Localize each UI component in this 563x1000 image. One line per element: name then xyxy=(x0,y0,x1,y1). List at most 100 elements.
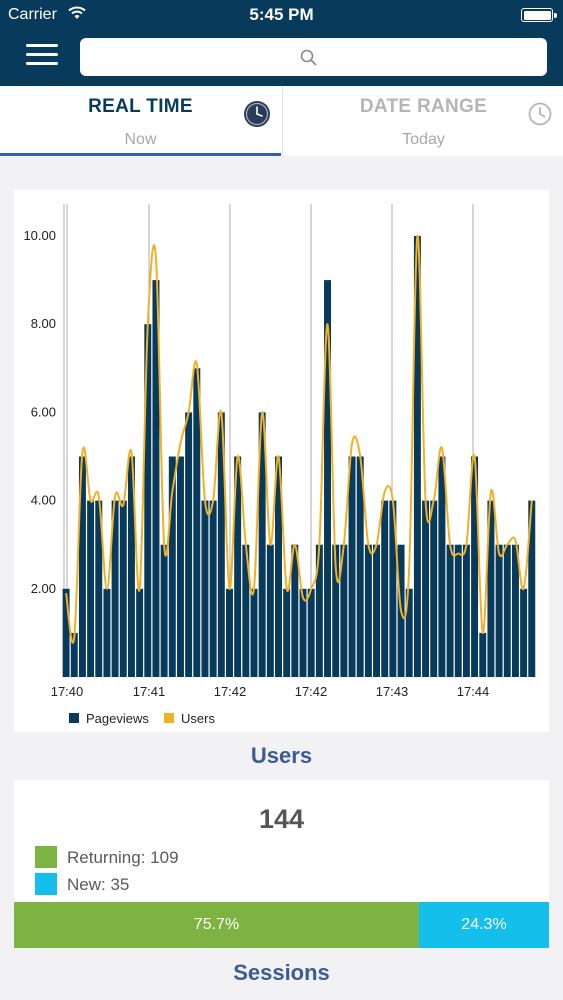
users-card: 144 Returning: 109 New: 35 75.7% 24.3% xyxy=(14,780,549,948)
tab-date-range-title: DATE RANGE xyxy=(359,96,488,117)
legend-users-label: Users xyxy=(181,711,215,726)
pageviews-bar xyxy=(511,544,519,677)
hamburger-icon[interactable] xyxy=(26,44,58,68)
y-tick-label: 4.00 xyxy=(31,493,56,508)
pageviews-bar xyxy=(405,588,413,677)
pageviews-bar xyxy=(111,500,119,677)
pageviews-bar xyxy=(103,588,111,677)
pageviews-bar xyxy=(479,632,487,677)
pageviews-bar xyxy=(324,280,332,677)
pageviews-bar xyxy=(332,544,340,677)
pageviews-bar xyxy=(299,588,307,677)
returning-bar-segment: 75.7% xyxy=(14,902,419,948)
pageviews-bar xyxy=(373,544,381,677)
clock-icon xyxy=(244,101,270,127)
pageviews-bar xyxy=(258,412,266,677)
pageviews-bar xyxy=(193,368,201,677)
search-bar[interactable] xyxy=(80,38,547,76)
pageviews-bar xyxy=(136,588,144,677)
pageviews-bar xyxy=(201,500,209,677)
pageviews-bar xyxy=(70,632,78,677)
pageviews-bar xyxy=(275,456,282,677)
pageviews-bar xyxy=(283,588,291,677)
pageviews-bar xyxy=(160,544,168,677)
pageviews-bar xyxy=(152,280,160,677)
pageviews-bar xyxy=(430,500,438,677)
pageviews-bar xyxy=(315,544,323,677)
pageviews-bar xyxy=(471,456,479,677)
pageviews-bar xyxy=(422,500,430,677)
pageviews-bar xyxy=(389,500,397,677)
sessions-section-title: Sessions xyxy=(233,960,330,985)
x-tick-label: 17:44 xyxy=(457,684,490,699)
pageviews-bar xyxy=(307,588,315,677)
y-tick-label: 6.00 xyxy=(31,404,56,419)
status-time: 5:45 PM xyxy=(249,5,314,24)
mode-tabs: REAL TIME Now DATE RANGE Today xyxy=(0,86,563,156)
legend-pageviews-label: Pageviews xyxy=(86,711,149,726)
carrier-label: Carrier xyxy=(8,6,57,23)
tab-real-time-subtitle: Now xyxy=(124,131,157,148)
pageviews-bar xyxy=(520,588,528,677)
realtime-chart: 2.00 4.00 6.00 8.00 10.00 17:40 17:41 17:42 17:… xyxy=(23,204,536,726)
returning-label: Returning: 109 xyxy=(67,848,179,867)
x-tick-label: 17:40 xyxy=(51,684,84,699)
pageviews-bar xyxy=(528,500,536,677)
pageviews-bar xyxy=(503,544,511,677)
pageviews-bar xyxy=(168,456,176,677)
pageviews-bar xyxy=(185,412,193,677)
pageviews-bar xyxy=(348,456,356,677)
x-tick-label: 17:43 xyxy=(376,684,409,699)
search-input[interactable] xyxy=(80,38,547,76)
tab-real-time[interactable]: REAL TIME Now xyxy=(0,86,281,156)
x-tick-label: 17:42 xyxy=(295,684,328,699)
legend-users-swatch xyxy=(164,713,174,723)
pageviews-bar xyxy=(462,544,470,677)
pageviews-bar xyxy=(495,544,503,677)
pageviews-bar xyxy=(438,456,446,677)
pageviews-bar xyxy=(78,456,86,677)
pageviews-bar xyxy=(413,236,421,677)
users-line xyxy=(65,234,533,644)
returning-swatch xyxy=(35,846,57,868)
pageviews-bar xyxy=(381,500,389,677)
x-tick-label: 17:41 xyxy=(133,684,166,699)
pageviews-bar xyxy=(250,588,258,677)
users-section-title: Users xyxy=(250,743,313,768)
y-tick-label: 10.00 xyxy=(23,228,56,243)
pageviews-bar xyxy=(226,588,233,677)
new-swatch xyxy=(35,873,57,895)
new-bar-segment: 24.3% xyxy=(418,902,549,948)
pageviews-bar xyxy=(209,500,217,677)
pageviews-bar xyxy=(242,544,250,677)
pageviews-bar xyxy=(127,456,135,677)
pageviews-bar xyxy=(119,500,127,677)
pageviews-bar xyxy=(176,456,184,677)
y-tick-label: 2.00 xyxy=(31,581,56,596)
pageviews-bar xyxy=(356,456,364,677)
status-bar: Carrier 5:45 PM xyxy=(0,0,563,30)
pageviews-bar xyxy=(217,412,225,677)
battery-icon xyxy=(521,8,557,22)
pageviews-bar xyxy=(266,544,274,677)
tab-real-time-title: REAL TIME xyxy=(88,96,193,117)
pageviews-bar xyxy=(87,500,95,677)
pageviews-bar xyxy=(62,588,70,677)
wifi-icon xyxy=(68,6,86,19)
pageviews-bar xyxy=(454,544,462,677)
tab-date-range-subtitle: Today xyxy=(402,131,445,148)
pageviews-bar xyxy=(364,544,372,677)
pageviews-bar xyxy=(446,544,454,677)
tab-date-range[interactable]: DATE RANGE Today xyxy=(282,86,563,156)
pageviews-bar xyxy=(487,500,495,677)
nav-bar xyxy=(0,30,563,86)
x-tick-label: 17:42 xyxy=(214,684,247,699)
pageviews-bar xyxy=(340,544,348,677)
users-total: 144 xyxy=(258,804,305,834)
pageviews-bar xyxy=(144,324,152,677)
pageviews-bar xyxy=(95,500,103,677)
pageviews-bar xyxy=(234,456,242,677)
users-split-bar: 75.7% 24.3% xyxy=(14,902,549,948)
realtime-chart-card: 2.00 4.00 6.00 8.00 10.00 17:40 17:41 17:42 17:… xyxy=(14,190,549,732)
new-label: New: 35 xyxy=(67,875,130,894)
